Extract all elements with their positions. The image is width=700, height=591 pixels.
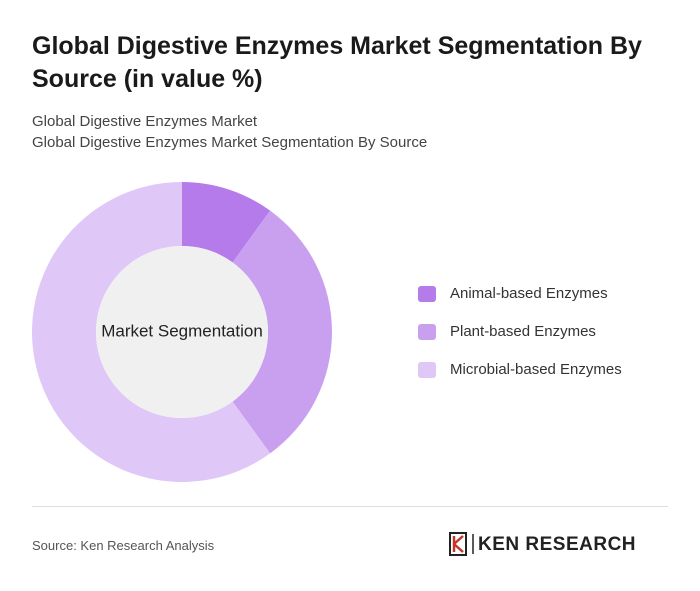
legend-label: Animal-based Enzymes	[450, 285, 608, 302]
logo: KEN RESEARCH	[449, 532, 636, 556]
subtitle: Global Digestive Enzymes Market Segmenta…	[32, 134, 428, 151]
center-label: Market Segmentation	[101, 321, 263, 340]
source: Source: Ken Research Analysis	[32, 538, 215, 553]
donut-segment	[182, 182, 271, 263]
logo-text: KEN RESEARCH	[478, 534, 636, 555]
legend-swatch	[418, 362, 436, 378]
chart: Market Segmentation Animal-based Enzymes P…	[31, 182, 622, 483]
logo-icon	[452, 535, 464, 553]
donut-segment	[232, 210, 332, 454]
divider	[32, 506, 668, 507]
subtitle: Global Digestive Enzymes Market	[32, 113, 258, 130]
chart-title: Global Digestive Enzymes Market Segmenta…	[32, 32, 642, 93]
legend-swatch	[418, 286, 436, 302]
legend-label: Microbial-based Enzymes	[450, 361, 622, 378]
donut-hole	[96, 246, 268, 418]
logo-icon	[449, 532, 467, 556]
donut-segment	[31, 182, 271, 483]
legend-swatch	[418, 324, 436, 340]
legend-label: Plant-based Enzymes	[450, 323, 596, 340]
